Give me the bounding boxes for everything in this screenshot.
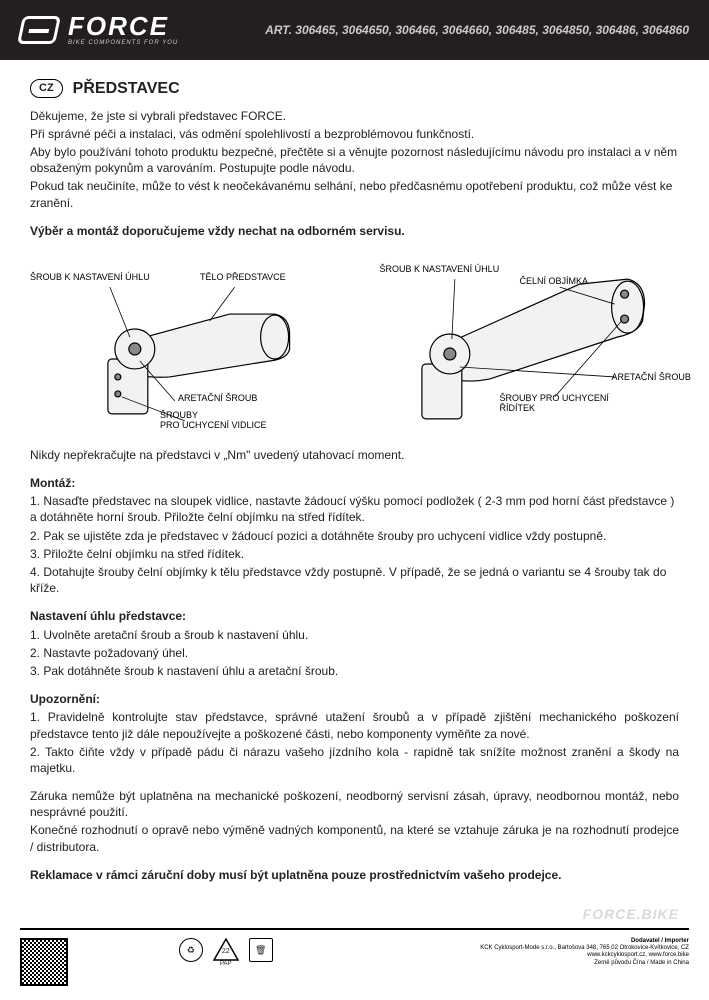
warning-1: 1. Pravidelně kontrolujte stav představc… [30, 709, 679, 741]
eco-icons: ♻ 22 PAP 🗑 [179, 938, 273, 962]
document-title: PŘEDSTAVEC [73, 78, 180, 100]
label-front-clamp: ČELNÍ OBJÍMKA [520, 277, 589, 287]
claim-note: Reklamace v rámci záruční doby musí být … [30, 867, 679, 883]
intro-p2: Při správné péči a instalaci, vás odmění… [30, 126, 679, 142]
diagram-left: ŠROUB K NASTAVENÍ ÚHLU TĚLO PŘEDSTAVCE A… [30, 249, 350, 439]
warranty-p2: Konečné rozhodnutí o opravě nebo výměně … [30, 822, 679, 854]
language-badge: CZ [30, 79, 63, 98]
angle-step-3: 3. Pak dotáhněte šroub k nastavení úhlu … [30, 663, 679, 679]
diagram-row: ŠROUB K NASTAVENÍ ÚHLU TĚLO PŘEDSTAVCE A… [30, 249, 679, 439]
montaz-step-4: 4. Dotahujte šrouby čelní objímky k tělu… [30, 564, 679, 596]
label-angle-screw: ŠROUB K NASTAVENÍ ÚHLU [30, 273, 150, 283]
label-lock-screw: ARETAČNÍ ŠROUB [178, 394, 257, 404]
brand-name: FORCE [68, 13, 178, 39]
montaz-step-3: 3. Přiložte čelní objímku na střed řídít… [30, 546, 679, 562]
label-fork-screws: ŠROUBY PRO UCHYCENÍ VIDLICE [160, 411, 267, 431]
torque-note: Nikdy nepřekračujte na představci v „Nm"… [30, 447, 679, 463]
intro-p3: Aby bylo používání tohoto produktu bezpe… [30, 144, 679, 176]
intro-p1: Děkujeme, že jste si vybrali představec … [30, 108, 679, 124]
pap-icon: 22 PAP [213, 938, 239, 962]
label-body: TĚLO PŘEDSTAVCE [200, 273, 286, 283]
pap-label: PAP [213, 960, 239, 968]
recycle-icon: ♻ [179, 938, 203, 962]
document-body: CZ PŘEDSTAVEC Děkujeme, že jste si vybra… [0, 60, 709, 883]
label-bar-screws: ŠROUBY PRO UCHYCENÍ ŘÍDÍTEK [500, 394, 609, 414]
label-angle-screw-2: ŠROUB K NASTAVENÍ ÚHLU [380, 265, 500, 275]
pap-number: 22 [213, 947, 239, 956]
importer-heading: Dodavatel / Importer [480, 938, 689, 945]
warning-heading: Upozornění: [30, 691, 679, 707]
qr-code-icon [20, 938, 68, 986]
brand-tagline: BIKE COMPONENTS FOR YOU [68, 39, 178, 47]
website: FORCE.BIKE [20, 905, 689, 924]
header-bar: FORCE BIKE COMPONENTS FOR YOU ART. 30646… [0, 0, 709, 60]
angle-heading: Nastavení úhlu představce: [30, 608, 679, 624]
montaz-step-1: 1. Nasaďte představec na sloupek vidlice… [30, 493, 679, 525]
logo-mark-icon [17, 16, 61, 44]
article-numbers: ART. 306465, 3064650, 306466, 3064660, 3… [265, 22, 689, 38]
warning-2: 2. Takto čiňte vždy v případě pádu či ná… [30, 744, 679, 776]
service-note: Výběr a montáž doporučujeme vždy nechat … [30, 223, 679, 239]
angle-step-2: 2. Nastavte požadovaný úhel. [30, 645, 679, 661]
logo: FORCE BIKE COMPONENTS FOR YOU [20, 13, 178, 47]
importer-line-3: Země původu Čína / Made in China [480, 960, 689, 967]
importer-line-1: KCK Cyklosport-Mode s.r.o., Bartošova 34… [480, 945, 689, 952]
montaz-heading: Montáž: [30, 475, 679, 491]
diagram-right: ŠROUB K NASTAVENÍ ÚHLU ČELNÍ OBJÍMKA ŠRO… [360, 249, 680, 439]
trash-bin-icon: 🗑 [249, 938, 273, 962]
footer: FORCE.BIKE ♻ 22 PAP 🗑 Dodavatel / Import… [0, 895, 709, 1000]
warranty-p1: Záruka nemůže být uplatněna na mechanick… [30, 788, 679, 820]
montaz-step-2: 2. Pak se ujistěte zda je představec v ž… [30, 528, 679, 544]
intro-p4: Pokud tak neučiníte, může to vést k neoč… [30, 178, 679, 210]
angle-step-1: 1. Uvolněte aretační šroub a šroub k nas… [30, 627, 679, 643]
importer-line-2: www.kckcyklosport.cz, www.force.bike [480, 952, 689, 959]
label-lock-screw-2: ARETAČNÍ ŠROUB [612, 373, 691, 383]
importer-info: Dodavatel / Importer KCK Cyklosport-Mode… [480, 938, 689, 967]
